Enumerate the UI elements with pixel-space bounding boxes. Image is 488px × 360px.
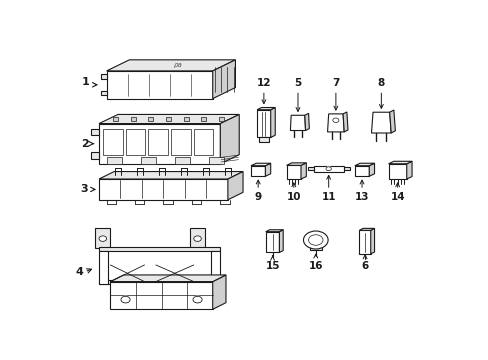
Text: 11: 11 — [321, 192, 335, 202]
Bar — [208, 157, 224, 164]
Text: 14: 14 — [389, 192, 404, 202]
Polygon shape — [368, 163, 374, 176]
Polygon shape — [343, 167, 349, 170]
Ellipse shape — [303, 231, 327, 249]
Polygon shape — [250, 163, 270, 166]
Text: 3: 3 — [81, 184, 88, 194]
Polygon shape — [250, 166, 265, 176]
Polygon shape — [359, 230, 370, 254]
Polygon shape — [91, 129, 99, 135]
Polygon shape — [210, 251, 220, 284]
Polygon shape — [110, 275, 225, 282]
Polygon shape — [313, 166, 343, 172]
Polygon shape — [189, 228, 205, 248]
Polygon shape — [99, 251, 108, 284]
Bar — [102, 129, 122, 156]
Polygon shape — [99, 172, 243, 179]
Polygon shape — [388, 161, 411, 164]
Polygon shape — [270, 108, 275, 138]
Polygon shape — [354, 166, 368, 176]
Text: 4: 4 — [75, 267, 83, 277]
Polygon shape — [301, 163, 305, 179]
Polygon shape — [95, 228, 110, 248]
Polygon shape — [307, 167, 313, 170]
Text: 8: 8 — [377, 78, 384, 89]
Bar — [148, 117, 153, 121]
Polygon shape — [106, 71, 212, 99]
Text: 15: 15 — [265, 261, 279, 270]
Polygon shape — [279, 230, 283, 252]
Polygon shape — [304, 113, 309, 131]
Polygon shape — [406, 161, 411, 179]
Text: 10: 10 — [286, 192, 301, 202]
Polygon shape — [309, 247, 321, 250]
Polygon shape — [290, 115, 305, 131]
Polygon shape — [99, 247, 220, 251]
Polygon shape — [110, 282, 212, 309]
Polygon shape — [101, 74, 106, 79]
Polygon shape — [354, 163, 374, 166]
Polygon shape — [257, 108, 275, 110]
Bar — [201, 117, 206, 121]
Polygon shape — [212, 60, 235, 99]
Polygon shape — [101, 91, 106, 95]
Polygon shape — [220, 114, 239, 164]
Circle shape — [121, 296, 130, 303]
Polygon shape — [212, 275, 225, 309]
Circle shape — [193, 296, 202, 303]
Polygon shape — [286, 163, 305, 165]
Polygon shape — [265, 230, 283, 232]
Bar — [175, 157, 189, 164]
Text: ρa: ρa — [174, 62, 183, 68]
Bar — [113, 117, 118, 121]
Text: 5: 5 — [294, 78, 301, 89]
Circle shape — [332, 118, 338, 122]
Polygon shape — [99, 179, 227, 200]
Circle shape — [325, 167, 331, 171]
Polygon shape — [258, 138, 268, 143]
Circle shape — [193, 236, 201, 242]
Bar — [193, 129, 213, 156]
Polygon shape — [227, 172, 243, 200]
Text: 7: 7 — [331, 78, 339, 89]
Polygon shape — [99, 123, 220, 164]
Polygon shape — [343, 112, 347, 132]
Polygon shape — [91, 152, 99, 159]
Polygon shape — [389, 110, 395, 133]
Polygon shape — [99, 114, 239, 123]
Text: 13: 13 — [354, 192, 368, 202]
Text: 12: 12 — [256, 78, 270, 89]
Bar — [106, 157, 122, 164]
Polygon shape — [388, 164, 406, 179]
Bar — [219, 117, 224, 121]
Ellipse shape — [308, 235, 323, 245]
Polygon shape — [265, 232, 279, 252]
Text: 16: 16 — [308, 261, 323, 270]
Bar — [183, 117, 188, 121]
Polygon shape — [370, 228, 374, 254]
Bar — [125, 129, 145, 156]
Polygon shape — [99, 280, 220, 284]
Text: 2: 2 — [81, 139, 88, 149]
Polygon shape — [359, 228, 374, 230]
Text: 9: 9 — [254, 192, 261, 202]
Text: 1: 1 — [81, 77, 89, 87]
Bar — [141, 157, 156, 164]
Polygon shape — [265, 163, 270, 176]
Bar — [171, 129, 190, 156]
Bar — [166, 117, 171, 121]
Circle shape — [99, 236, 106, 242]
Bar — [130, 117, 135, 121]
Polygon shape — [371, 112, 390, 133]
Bar — [148, 129, 168, 156]
Polygon shape — [327, 114, 344, 132]
Polygon shape — [286, 165, 301, 179]
Polygon shape — [257, 110, 270, 138]
Polygon shape — [106, 60, 235, 71]
Text: 6: 6 — [361, 261, 368, 270]
